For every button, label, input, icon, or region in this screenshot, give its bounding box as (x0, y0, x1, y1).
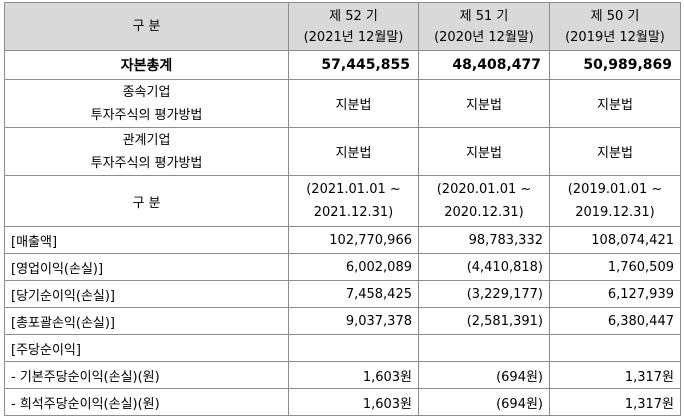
row-value: 1,317원 (549, 361, 681, 389)
row-label: [당기순이익(손실)] (4, 280, 289, 308)
header-period-50: 제 50 기 (2019년 12월말) (549, 2, 681, 51)
table-row: [당기순이익(손실)] 7,458,425 (3,229,177) 6,127,… (4, 280, 681, 308)
header-period-51: 제 51 기 (2020년 12월말) (418, 2, 550, 51)
row-value: 7,458,425 (288, 280, 419, 308)
row-value: (694원) (418, 361, 550, 389)
affiliate-method-value: 지분법 (549, 127, 681, 176)
period-range-52: (2021.01.01 ~ 2021.12.31) (288, 175, 419, 227)
row-label: [총포괄손익(손실)] (4, 307, 289, 335)
financial-summary: 구 분 제 52 기 (2021년 12월말) 제 51 기 (2020년 12… (4, 2, 681, 416)
header-period-52: 제 52 기 (2021년 12월말) (288, 2, 419, 51)
row-value: 6,127,939 (549, 280, 681, 308)
row-label: [영업이익(손실)] (4, 253, 289, 281)
financial-summary-table: 구 분 제 52 기 (2021년 12월말) 제 51 기 (2020년 12… (4, 2, 681, 416)
affiliate-method-value: 지분법 (288, 127, 419, 176)
subsidiary-method-value: 지분법 (418, 79, 550, 128)
row-value: 1,760,509 (549, 253, 681, 281)
row-value: 1,603원 (288, 388, 419, 416)
range-line: (2019.01.01 ~ (567, 182, 663, 197)
total-equity-value: 48,408,477 (418, 50, 550, 80)
subsidiary-method-value: 지분법 (288, 79, 419, 128)
row-value: 6,002,089 (288, 253, 419, 281)
label-line: 투자주식의 평가방법 (90, 107, 203, 123)
period-range-row: 구 분 (2021.01.01 ~ 2021.12.31) (2020.01.0… (4, 175, 681, 227)
row-value: (694원) (418, 388, 550, 416)
table-row: [매출액] 102,770,966 98,783,332 108,074,421 (4, 226, 681, 254)
period-range-51: (2020.01.01 ~ 2020.12.31) (418, 175, 550, 227)
range-line: 2021.12.31) (313, 205, 394, 220)
label-line: 투자주식의 평가방법 (90, 155, 203, 171)
row-label: [매출액] (4, 226, 289, 254)
table-row: [주당순이익] (4, 334, 681, 362)
row-value: 9,037,378 (288, 307, 419, 335)
range-line: (2020.01.01 ~ (436, 182, 532, 197)
row-value: (3,229,177) (418, 280, 550, 308)
range-line: (2021.01.01 ~ (306, 182, 401, 197)
total-equity-value: 57,445,855 (288, 50, 419, 80)
period-range-50: (2019.01.01 ~ 2019.12.31) (549, 175, 681, 227)
row-label: [주당순이익] (4, 334, 289, 362)
total-equity-value: 50,989,869 (549, 50, 681, 80)
row-value (549, 334, 681, 362)
table-row: [총포괄손익(손실)] 9,037,378 (2,581,391) 6,380,… (4, 307, 681, 335)
row-value: (4,410,818) (418, 253, 550, 281)
period-range-label: 구 분 (4, 175, 289, 227)
period-date: (2021년 12월말) (303, 29, 404, 45)
row-value (418, 334, 550, 362)
period-name: 제 52 기 (329, 8, 378, 24)
label-line: 종속기업 (122, 84, 171, 100)
table-row: - 희석주당순이익(손실)(원) 1,603원 (694원) 1,317원 (4, 388, 681, 416)
row-value: 1,317원 (549, 388, 681, 416)
table-row: - 기본주당순이익(손실)(원) 1,603원 (694원) 1,317원 (4, 361, 681, 389)
range-line: 2019.12.31) (575, 205, 655, 220)
row-value: 102,770,966 (288, 226, 419, 254)
range-line: 2020.12.31) (444, 205, 524, 220)
table-row: [영업이익(손실)] 6,002,089 (4,410,818) 1,760,5… (4, 253, 681, 281)
row-value: 6,380,447 (549, 307, 681, 335)
affiliate-method-row: 관계기업 투자주식의 평가방법 지분법 지분법 지분법 (4, 127, 681, 176)
row-label: - 희석주당순이익(손실)(원) (4, 388, 289, 416)
subsidiary-method-row: 종속기업 투자주식의 평가방법 지분법 지분법 지분법 (4, 79, 681, 128)
header-row: 구 분 제 52 기 (2021년 12월말) 제 51 기 (2020년 12… (4, 2, 681, 51)
row-value: 1,603원 (288, 361, 419, 389)
label-line: 관계기업 (122, 132, 171, 148)
affiliate-method-value: 지분법 (418, 127, 550, 176)
subsidiary-method-label: 종속기업 투자주식의 평가방법 (4, 79, 289, 128)
row-value: 98,783,332 (418, 226, 550, 254)
total-equity-row: 자본총계 57,445,855 48,408,477 50,989,869 (4, 50, 681, 80)
row-value (288, 334, 419, 362)
period-name: 제 51 기 (459, 8, 509, 24)
period-date: (2019년 12월말) (565, 29, 665, 45)
total-equity-label: 자본총계 (4, 50, 289, 80)
affiliate-method-label: 관계기업 투자주식의 평가방법 (4, 127, 289, 176)
header-label: 구 분 (4, 2, 289, 51)
row-label: - 기본주당순이익(손실)(원) (4, 361, 289, 389)
row-value: (2,581,391) (418, 307, 550, 335)
period-date: (2020년 12월말) (434, 29, 534, 45)
row-value: 108,074,421 (549, 226, 681, 254)
period-name: 제 50 기 (590, 8, 640, 24)
subsidiary-method-value: 지분법 (549, 79, 681, 128)
